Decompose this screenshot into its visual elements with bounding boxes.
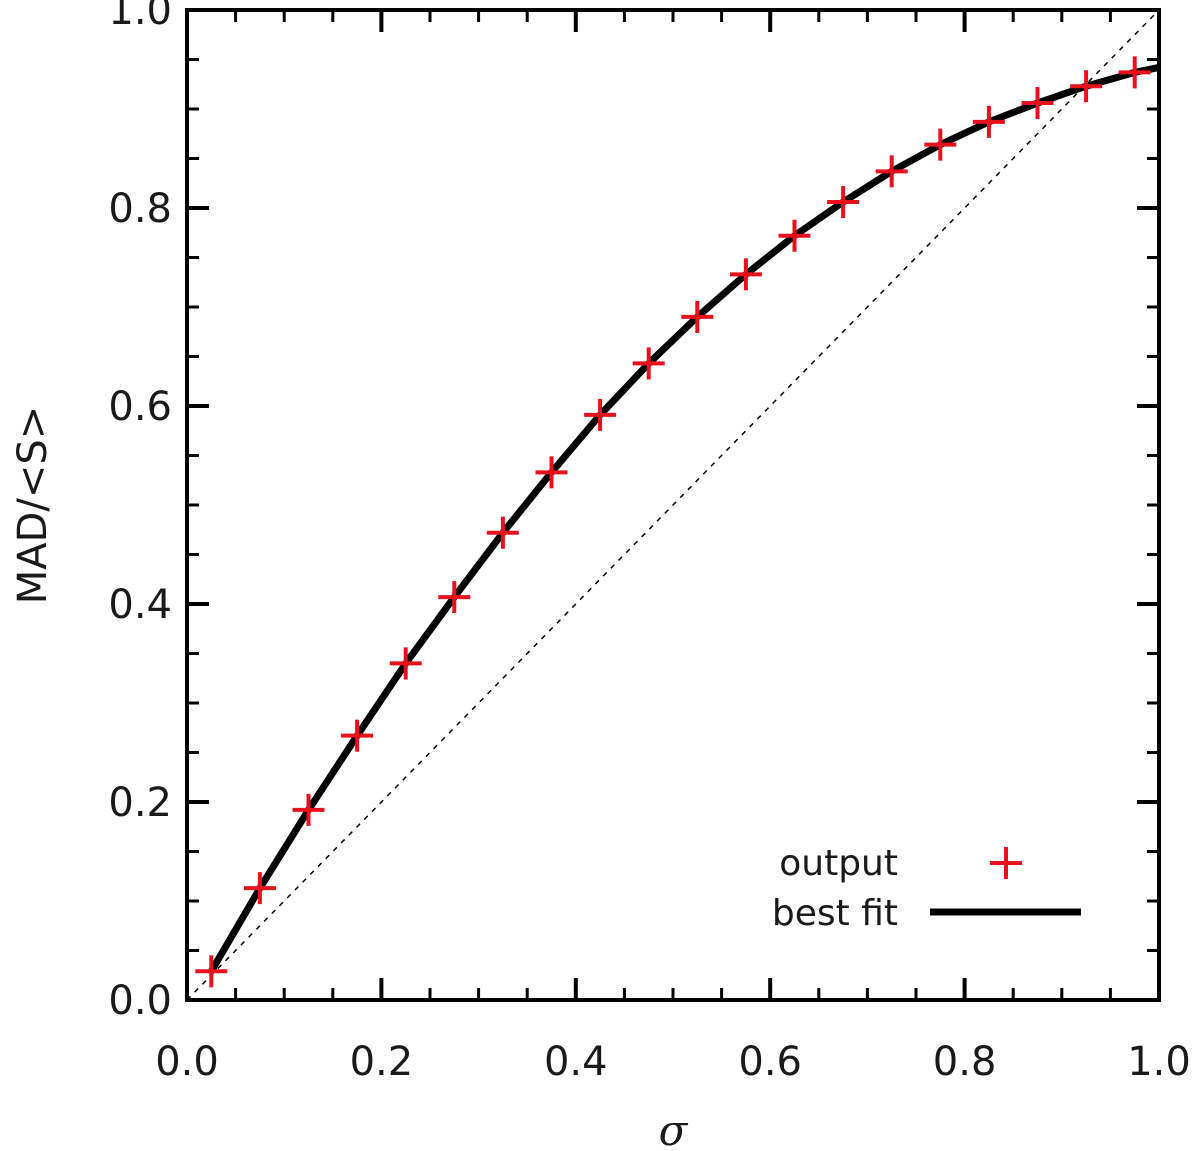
output-point <box>827 186 860 219</box>
output-point <box>1118 56 1151 89</box>
x-tick-label: 0.6 <box>738 1039 802 1085</box>
plot-frame <box>185 8 1161 1002</box>
output-point <box>729 258 762 291</box>
y-tick-label: 0.8 <box>108 186 172 232</box>
output-point <box>486 516 519 549</box>
legend-label-best-fit: best fit <box>772 893 898 934</box>
output-point <box>778 219 811 252</box>
output-point <box>584 398 617 431</box>
y-axis-label: MAD/<S> <box>10 406 56 605</box>
best-fit-line <box>208 63 1160 974</box>
x-tick-label: 0.2 <box>350 1039 414 1085</box>
x-tick-label: 0.0 <box>155 1039 219 1085</box>
x-axis-label: σ <box>659 1106 689 1151</box>
y-tick-label: 1.0 <box>108 0 172 34</box>
output-point <box>875 155 908 188</box>
y-tick-label: 0.2 <box>108 780 172 826</box>
tick-labels: 0.0 0.2 0.4 0.6 0.8 1.0 0.0 0.2 0.4 0.6 0.8 1.0 <box>108 0 1190 1085</box>
legend-marker-output <box>990 847 1022 879</box>
output-point <box>1021 87 1054 120</box>
output-point <box>1070 70 1103 103</box>
legend: output best fit <box>772 843 1081 934</box>
x-tick-label: 0.8 <box>933 1039 997 1085</box>
y-tick-label: 0.0 <box>108 978 172 1024</box>
output-point <box>438 581 471 614</box>
output-point <box>972 105 1005 138</box>
legend-label-output: output <box>779 843 898 884</box>
identity-reference-line <box>186 9 1160 1001</box>
output-point <box>195 955 228 988</box>
y-tick-label: 0.4 <box>108 582 172 628</box>
output-point <box>924 128 957 161</box>
y-tick-label: 0.6 <box>108 384 172 430</box>
output-point <box>341 719 374 752</box>
output-point <box>632 347 665 380</box>
plot-area <box>186 9 1160 1001</box>
x-tick-label: 0.4 <box>544 1039 608 1085</box>
output-point <box>681 300 714 333</box>
output-point <box>535 456 568 489</box>
output-point <box>243 872 276 905</box>
output-point <box>389 647 422 680</box>
output-point <box>292 793 325 826</box>
x-tick-label: 1.0 <box>1127 1039 1191 1085</box>
